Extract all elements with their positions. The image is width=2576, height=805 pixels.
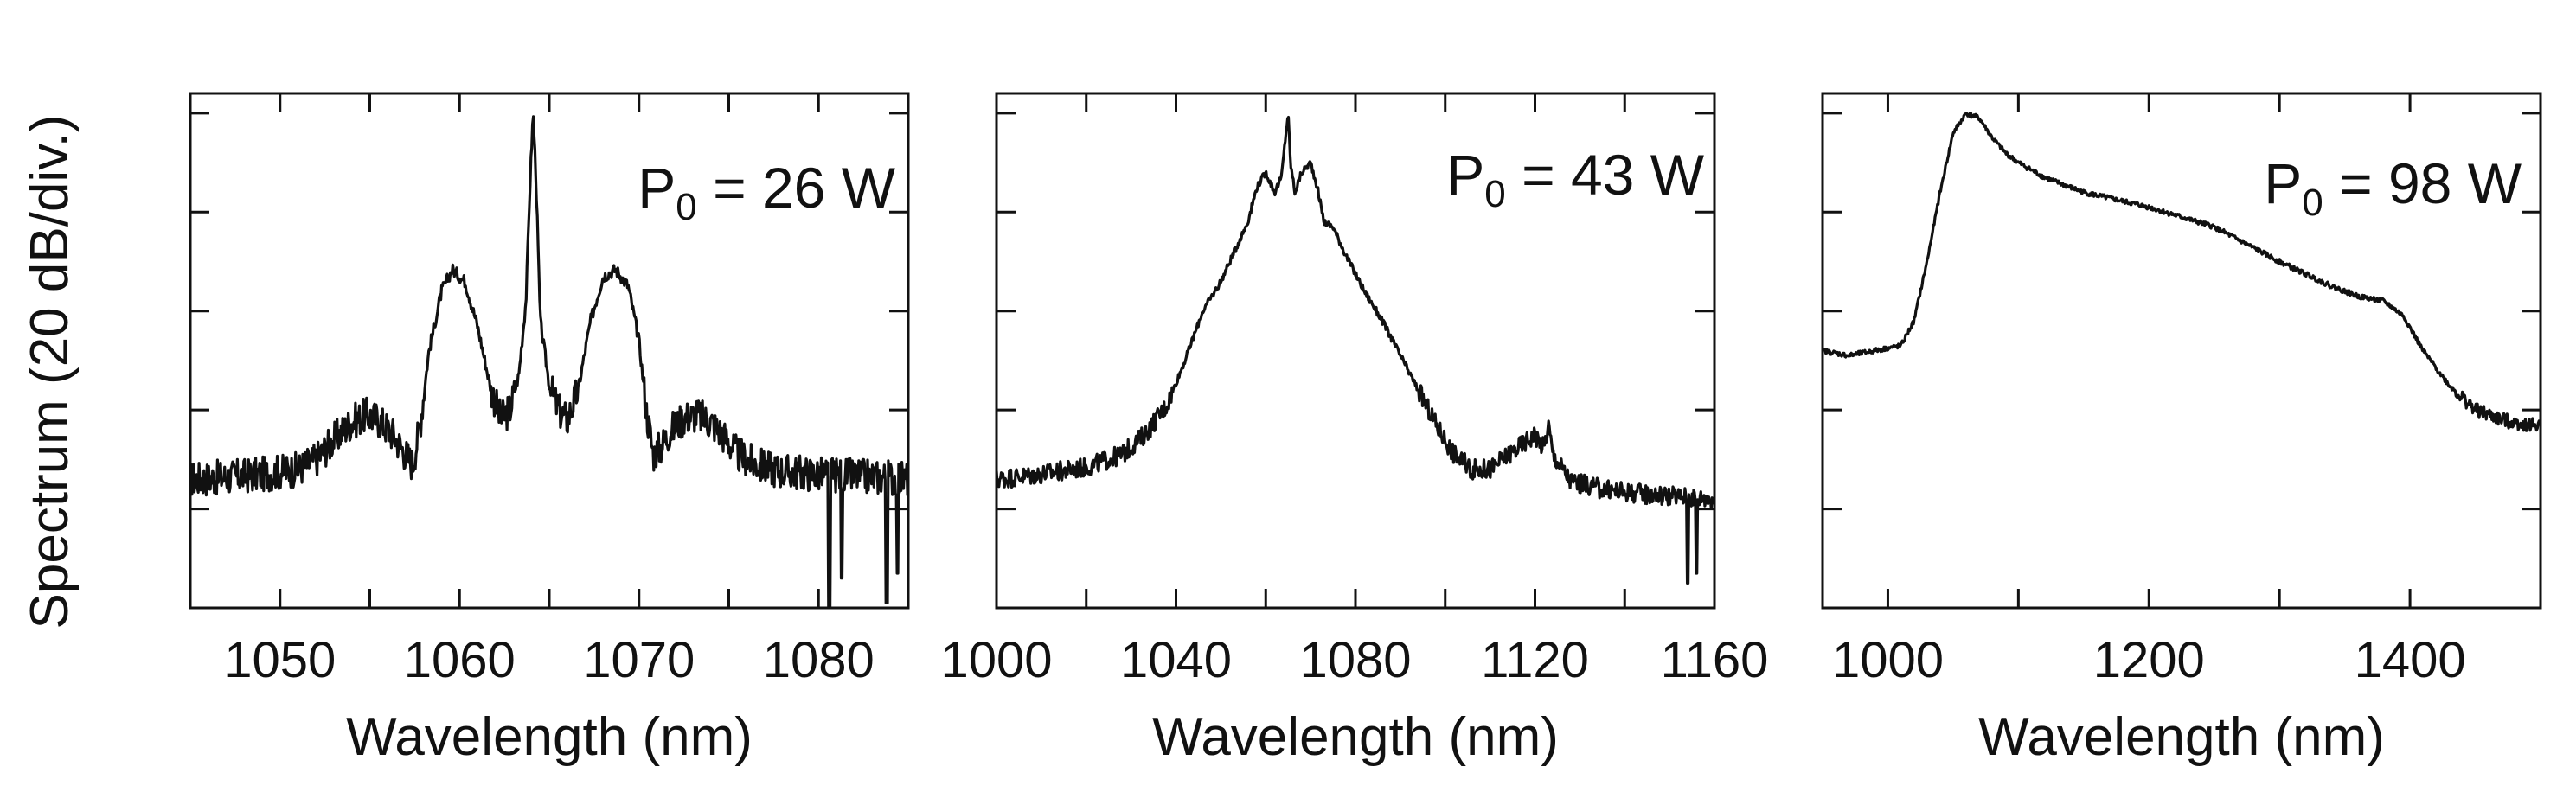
chart-panel-3: 1000 1200 1400 Wavelength (nm) P0 = 98 W <box>1821 92 2542 767</box>
plot-frame <box>1821 92 2542 610</box>
x-tick-label: 1120 <box>1481 632 1589 688</box>
x-tick-label: 1000 <box>1832 632 1944 688</box>
spectrum-series-line <box>1823 111 2541 432</box>
chart-panel-2: 1000 1040 1080 1120 1160 Wavelength (nm) P0 = … <box>940 92 1769 767</box>
x-tick-label: 1080 <box>1299 632 1411 688</box>
x-tick-label: 1060 <box>404 632 516 688</box>
power-annotation: P0 = 26 W <box>638 156 895 228</box>
x-tick-label: 1070 <box>583 632 695 688</box>
power-annotation: P0 = 43 W <box>1446 143 1704 215</box>
x-axis-label: Wavelength (nm) <box>1978 707 2385 767</box>
x-tick-label: 1040 <box>1120 632 1232 688</box>
spectrum-series-line <box>190 115 908 608</box>
x-tick-label: 1080 <box>763 632 875 688</box>
x-axis-label: Wavelength (nm) <box>1152 707 1559 767</box>
x-tick-label: 1400 <box>2355 632 2466 688</box>
spectrum-series-line <box>996 115 1714 585</box>
power-annotation: P0 = 98 W <box>2264 151 2522 224</box>
x-tick-label: 1000 <box>940 632 1052 688</box>
x-tick-label: 1160 <box>1661 632 1769 688</box>
x-tick-label: 1050 <box>224 632 336 688</box>
x-tick-label: 1200 <box>2093 632 2205 688</box>
y-axis-label: Spectrum (20 dB/div.) <box>20 115 80 629</box>
x-axis-label: Wavelength (nm) <box>346 707 753 767</box>
